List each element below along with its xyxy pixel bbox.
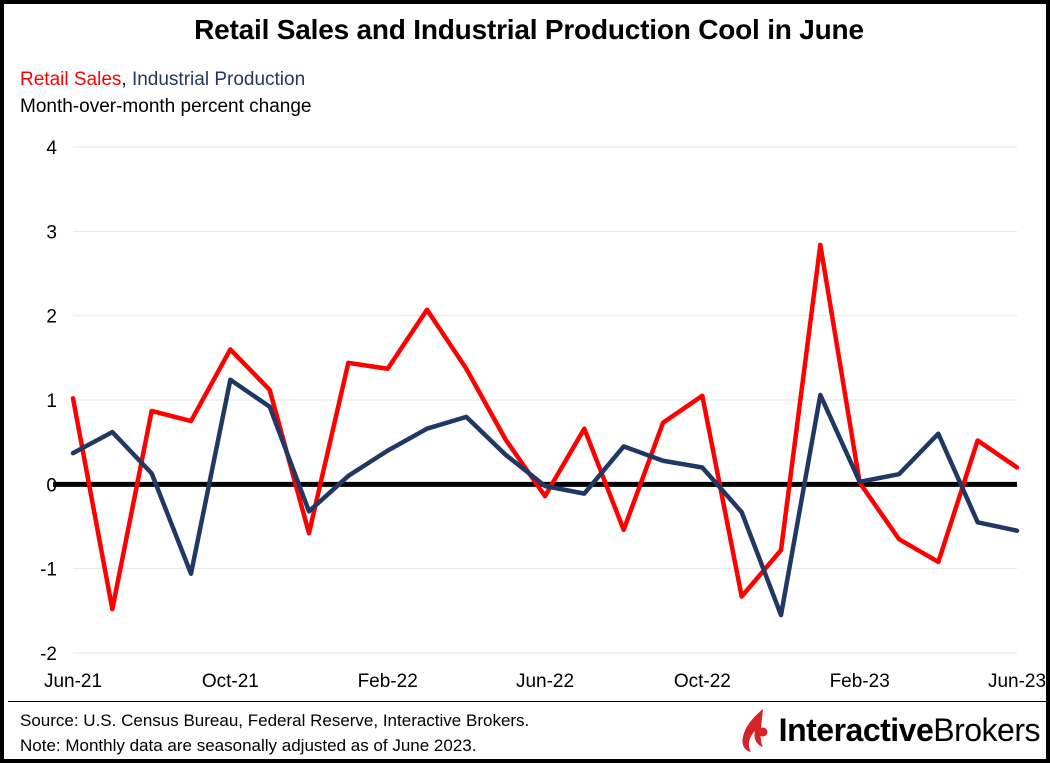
y-axis-tick-label: 4 bbox=[46, 138, 57, 159]
chart-series-lines bbox=[70, 242, 1020, 618]
x-axis-tick-label: Feb-22 bbox=[358, 671, 418, 692]
legend-item-retail-sales: Retail Sales bbox=[20, 69, 122, 90]
y-axis-tick-label: -2 bbox=[40, 644, 57, 665]
brand-name-interactive: Interactive bbox=[778, 711, 934, 748]
brand-wordmark: InteractiveBrokers bbox=[778, 711, 1041, 749]
x-axis-tick-label: Oct-22 bbox=[674, 671, 731, 692]
y-axis-tick-label: 0 bbox=[46, 475, 57, 496]
series-line-industrial-production bbox=[70, 377, 1020, 618]
footnote-note: Note: Monthly data are seasonally adjust… bbox=[20, 736, 477, 755]
page-title: Retail Sales and Industrial Production C… bbox=[194, 14, 864, 45]
x-axis-tick-label: Oct-21 bbox=[202, 671, 259, 692]
legend-separator: , bbox=[121, 69, 132, 90]
y-axis-tick-label: 2 bbox=[46, 307, 57, 328]
interactive-brokers-mark-icon bbox=[742, 709, 768, 752]
brand-logo: InteractiveBrokers bbox=[733, 707, 1040, 753]
chart-x-axis-labels: Jun-21 Oct-21 Feb-22 Jun-22 Oct-22 Feb-23 Jun-… bbox=[44, 671, 1046, 692]
x-axis-tick-label: Feb-23 bbox=[830, 671, 890, 692]
footer-divider bbox=[8, 701, 1046, 702]
footnote-source: Source: U.S. Census Bureau, Federal Rese… bbox=[20, 711, 530, 730]
series-line-retail-sales bbox=[70, 242, 1020, 612]
x-axis-tick-label: Jun-23 bbox=[988, 671, 1046, 692]
chart-gridlines bbox=[73, 146, 1017, 654]
x-axis-tick-label: Jun-21 bbox=[44, 671, 102, 692]
y-axis-tick-label: 3 bbox=[46, 222, 57, 243]
chart-legend: Retail Sales, Industrial Production bbox=[20, 69, 305, 91]
chart-y-axis-labels: -2 -1 0 1 2 3 4 bbox=[40, 138, 57, 665]
y-axis-tick-label: 1 bbox=[46, 391, 57, 412]
y-axis-tick-label: -1 bbox=[40, 560, 57, 581]
chart-subtitle: Month-over-month percent change bbox=[20, 96, 312, 117]
legend-item-industrial-production: Industrial Production bbox=[131, 69, 306, 90]
chart-footnotes: Source: U.S. Census Bureau, Federal Rese… bbox=[20, 708, 529, 758]
brand-name-brokers: Brokers bbox=[933, 711, 1040, 748]
x-axis-tick-label: Jun-22 bbox=[516, 671, 574, 692]
chart-plot-area: -2 -1 0 1 2 3 4 Jun-21 Oct-21 Feb-22 Jun-22 Oct-22… bbox=[4, 4, 1046, 704]
